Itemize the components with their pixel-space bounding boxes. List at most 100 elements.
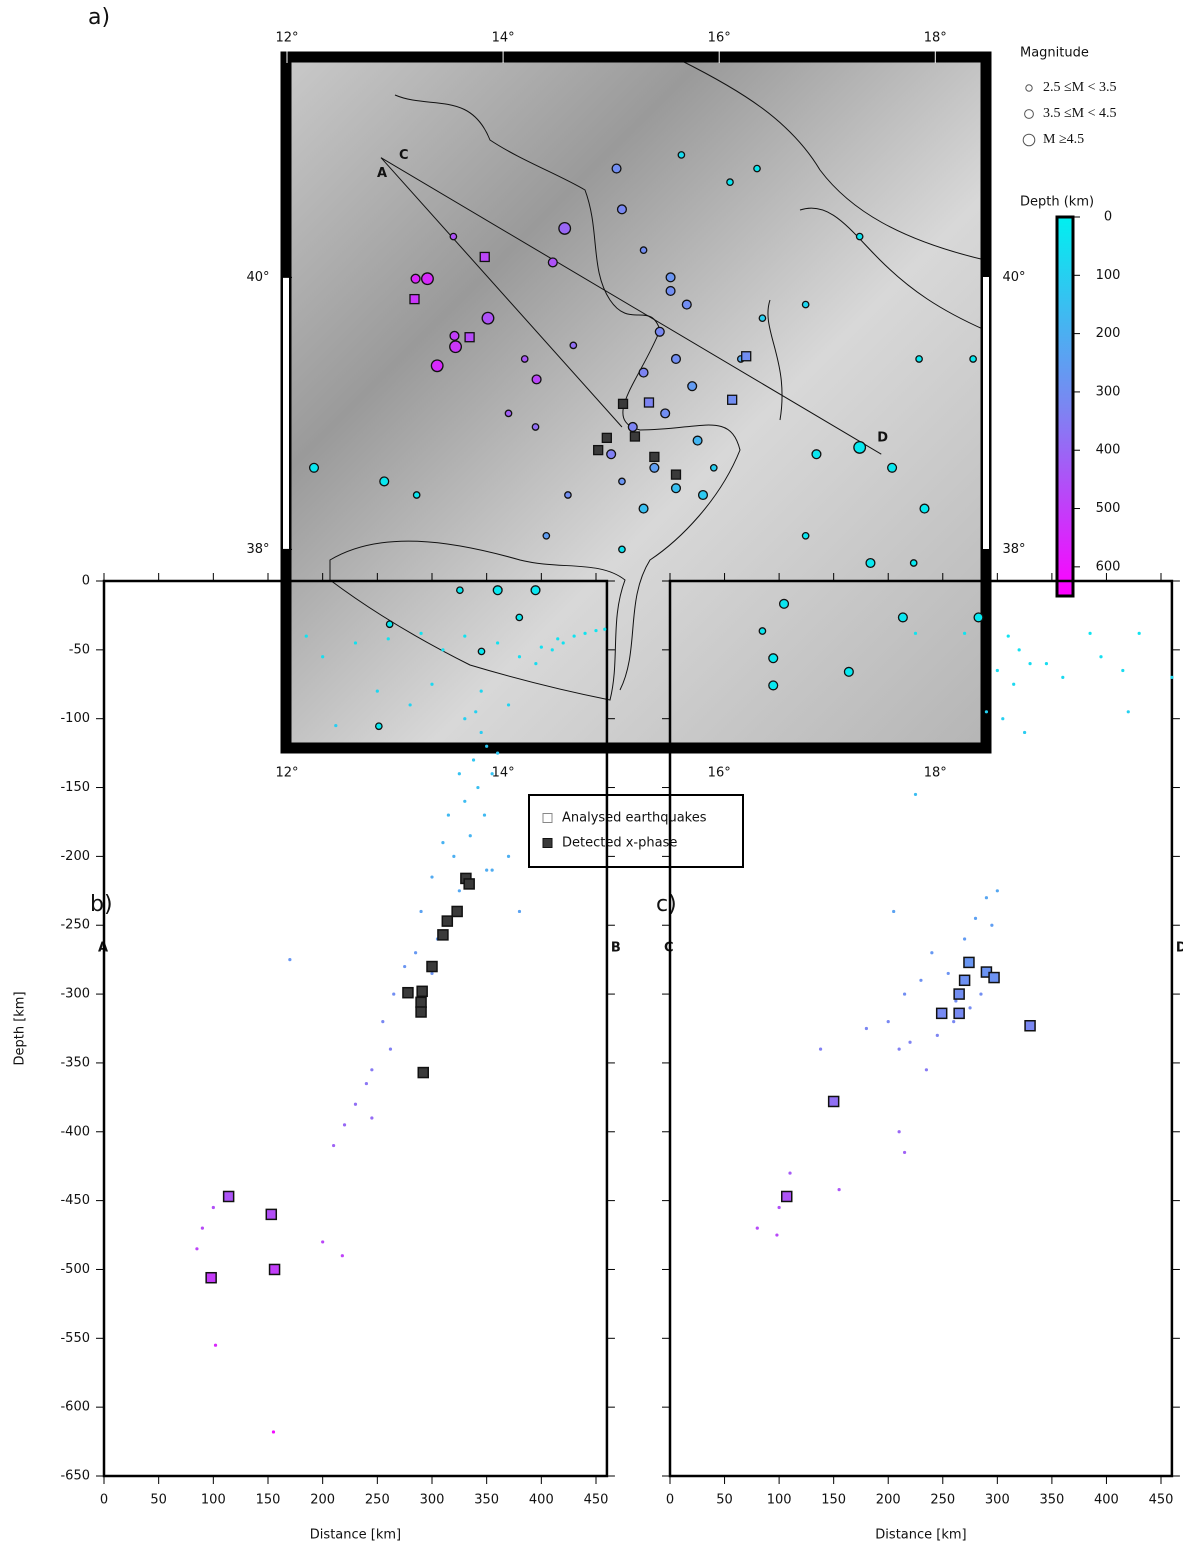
x-tick-label: 250 [930, 1493, 955, 1508]
x-tick-label: 150 [256, 1493, 281, 1508]
x-tick-label: 300 [985, 1493, 1010, 1508]
earthquake [699, 491, 708, 500]
earthquake [612, 164, 621, 173]
event-dot [1088, 632, 1091, 635]
event-dot [518, 910, 521, 913]
event-dot [930, 951, 933, 954]
event-square [403, 988, 413, 998]
x-tick-label: 100 [767, 1493, 792, 1508]
y-tick-label: 38° [1002, 542, 1025, 557]
event-dot [496, 752, 499, 755]
earthquake [450, 331, 459, 340]
size-legend-label: M ≥4.5 [1043, 132, 1084, 147]
earthquake-square [742, 352, 751, 361]
x-tick-label: 18° [924, 766, 947, 781]
size-legend-marker [1025, 110, 1034, 119]
y-tick-label: 0 [82, 574, 90, 589]
earthquake [639, 504, 648, 513]
panel-label: a) [88, 5, 110, 30]
earthquake [386, 621, 392, 627]
earthquake [376, 723, 382, 729]
event-square [417, 986, 427, 996]
earthquake [672, 484, 681, 493]
event-dot [272, 1430, 275, 1433]
event-dot [963, 937, 966, 940]
event-dot [1061, 676, 1064, 679]
event-dot [968, 1006, 971, 1009]
event-dot [914, 632, 917, 635]
event-dot [452, 855, 455, 858]
x-tick-label: 150 [821, 1493, 846, 1508]
colorbar-tick-label: 100 [1096, 268, 1121, 283]
event-dot [1045, 662, 1048, 665]
page: a)12°12°14°14°16°16°18°18°38°38°40°40°AC… [0, 0, 1183, 1549]
event-dot [887, 1020, 890, 1023]
earthquake [856, 233, 862, 239]
earthquake [754, 165, 760, 171]
earthquake [802, 301, 808, 307]
y-tick-label: 40° [246, 270, 269, 285]
event-dot [1012, 683, 1015, 686]
x-tick-label: 250 [365, 1493, 390, 1508]
event-dot [954, 999, 957, 1002]
event-dot [496, 641, 499, 644]
event-dot [603, 628, 606, 631]
earthquake [898, 613, 907, 622]
event-dot [321, 655, 324, 658]
y-tick-label: -600 [60, 1400, 90, 1415]
y-tick-label: -500 [60, 1262, 90, 1277]
x-tick-label: 14° [492, 766, 515, 781]
profile-label: D [877, 431, 888, 446]
earthquake [910, 560, 916, 566]
event-dot [1099, 655, 1102, 658]
earthquake [619, 478, 625, 484]
earthquake [548, 258, 557, 267]
legend-label: Analysed earthquakes [562, 811, 707, 826]
event-dot [430, 683, 433, 686]
earthquake-square [602, 433, 611, 442]
event-dot [507, 703, 510, 706]
colorbar-tick-label: 0 [1104, 210, 1112, 225]
event-dot [376, 690, 379, 693]
earthquake [570, 342, 576, 348]
earthquake [411, 274, 420, 283]
event-dot [898, 1130, 901, 1133]
event-square [937, 1008, 947, 1018]
earthquake [769, 654, 778, 663]
earthquake [759, 628, 765, 634]
earthquake [422, 273, 434, 285]
event-dot [1001, 717, 1004, 720]
event-dot [1170, 676, 1173, 679]
earthquake [628, 423, 637, 432]
event-dot [430, 875, 433, 878]
event-dot [485, 869, 488, 872]
event-dot [469, 834, 472, 837]
event-square [206, 1273, 216, 1283]
event-square [442, 916, 452, 926]
earthquake-square [650, 452, 659, 461]
x-tick-label: 100 [201, 1493, 226, 1508]
event-dot [865, 1027, 868, 1030]
y-tick-label: -200 [60, 849, 90, 864]
event-dot [365, 1082, 368, 1085]
earthquake [844, 667, 853, 676]
x-tick-label: 400 [1094, 1493, 1119, 1508]
event-dot [381, 1020, 384, 1023]
event-dot [996, 889, 999, 892]
legend-label: Detected x-phase [562, 836, 677, 851]
x-tick-label: 300 [420, 1493, 445, 1508]
event-square [270, 1264, 280, 1274]
event-dot [387, 637, 390, 640]
event-square [954, 989, 964, 999]
earthquake [688, 382, 697, 391]
event-dot [491, 869, 494, 872]
x-tick-label: 400 [529, 1493, 554, 1508]
event-dot [936, 1034, 939, 1037]
event-dot [778, 1206, 781, 1209]
colorbar-tick-label: 300 [1096, 384, 1121, 399]
earthquake [565, 492, 571, 498]
event-dot [556, 637, 559, 640]
event-dot [952, 1020, 955, 1023]
earthquake [413, 492, 419, 498]
frame-segment [283, 277, 289, 549]
